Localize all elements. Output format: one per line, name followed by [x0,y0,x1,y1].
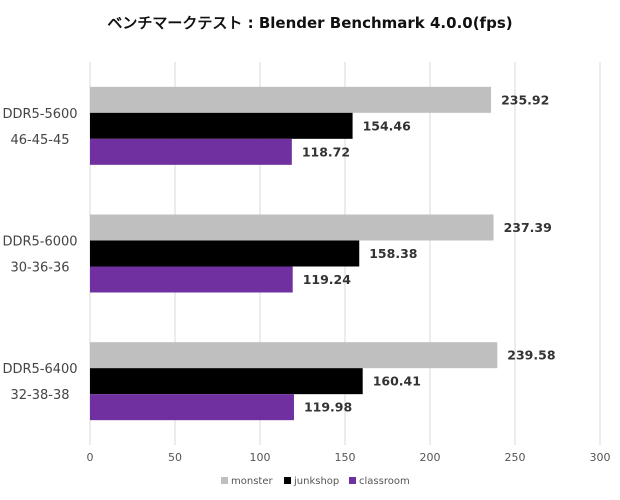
category-label: 32-38-38 [10,388,69,403]
data-label: 118.72 [302,144,350,159]
legend-label-monster: monster [231,476,273,487]
data-label: 235.92 [501,92,549,107]
data-labels: 235.92 154.46 118.72 237.39 158.38 119.24 239.… [302,92,556,414]
bar-monster [90,214,494,241]
category-labels: DDR5-5600 46-45-45 DDR5-6000 30-36-36 DDR5-6… [2,107,77,403]
data-label: 160.41 [373,374,421,389]
bar-junkshop [90,112,353,139]
bar-classroom [90,138,292,165]
data-label: 154.46 [363,118,412,133]
data-label: 158.38 [369,246,417,261]
legend-label-classroom: classroom [359,476,410,487]
x-tick-label: 100 [250,451,271,464]
data-label: 119.98 [304,400,352,415]
x-tick-label: 150 [335,451,356,464]
category-label: DDR5-6400 [2,362,77,377]
x-tick-label: 200 [420,451,441,464]
category-label: 30-36-36 [10,261,69,276]
legend-swatch-classroom [349,477,356,484]
bar-monster [90,342,498,369]
bar-classroom [90,266,293,293]
legend-label-junkshop: junkshop [293,476,339,487]
data-label: 119.24 [303,272,352,287]
category-label: DDR5-6000 [2,235,77,250]
x-tick-labels: 0 50 100 150 200 250 300 [87,451,611,464]
bar-junkshop [90,368,363,395]
bars [90,86,498,421]
data-label: 237.39 [504,220,552,235]
data-label: 239.58 [507,348,555,363]
category-label: 46-45-45 [10,133,69,148]
category-label: DDR5-5600 [2,107,77,122]
x-tick-label: 250 [505,451,526,464]
chart-title: ベンチマークテスト : Blender Benchmark 4.0.0(fps) [107,14,512,32]
legend: monster junkshop classroom [221,476,410,487]
x-tick-label: 300 [590,451,611,464]
legend-swatch-junkshop [284,477,291,484]
legend-swatch-monster [221,477,228,484]
x-tick-label: 0 [87,451,94,464]
bar-monster [90,86,492,113]
bar-junkshop [90,240,360,267]
bar-classroom [90,394,294,421]
x-tick-label: 50 [168,451,182,464]
